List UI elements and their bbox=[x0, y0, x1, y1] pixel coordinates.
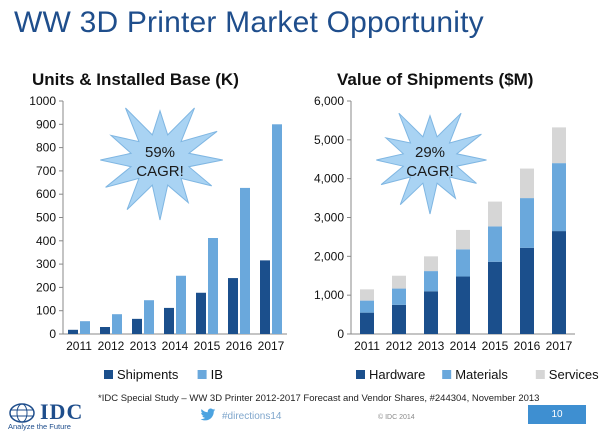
left-bar-ib bbox=[112, 314, 122, 334]
left-bar-shipments bbox=[228, 278, 238, 334]
left-y-tick-label: 300 bbox=[36, 257, 56, 271]
left-y-tick-label: 700 bbox=[36, 164, 56, 178]
left-x-tick-label: 2014 bbox=[162, 339, 189, 353]
right-bar-services bbox=[392, 275, 406, 289]
right-y-tick-label: 3,000 bbox=[314, 211, 344, 225]
logo-tagline: Analyze the Future bbox=[8, 422, 71, 431]
left-x-tick-label: 2016 bbox=[226, 339, 253, 353]
left-y-tick-label: 100 bbox=[36, 304, 56, 318]
right-y-tick-label: 4,000 bbox=[314, 172, 344, 186]
right-bar-materials bbox=[520, 198, 534, 248]
left-x-tick-label: 2013 bbox=[130, 339, 157, 353]
left-bar-ib bbox=[240, 187, 250, 334]
footnote: *IDC Special Study – WW 3D Printer 2012-… bbox=[98, 393, 540, 404]
left-bar-shipments bbox=[196, 292, 206, 334]
right-bar-hardware bbox=[392, 304, 406, 334]
left-x-tick-label: 2011 bbox=[66, 339, 92, 353]
right-bar-materials bbox=[456, 249, 470, 277]
right-x-tick-label: 2015 bbox=[482, 339, 509, 353]
right-x-tick-label: 2011 bbox=[354, 339, 380, 353]
left-bar-ib bbox=[208, 238, 218, 334]
hashtag-text: #directions14 bbox=[222, 411, 282, 422]
right-legend-label: Services bbox=[549, 367, 599, 382]
left-bar-ib bbox=[272, 124, 282, 334]
right-legend-swatch bbox=[356, 370, 365, 379]
left-bar-ib bbox=[80, 321, 90, 334]
right-bar-hardware bbox=[424, 291, 438, 334]
right-legend-label: Materials bbox=[455, 367, 508, 382]
right-legend-swatch bbox=[442, 370, 452, 379]
right-bar-hardware bbox=[456, 276, 470, 334]
left-chart-title: Units & Installed Base (K) bbox=[32, 70, 239, 89]
right-bar-hardware bbox=[520, 247, 534, 334]
right-y-tick-label: 6,000 bbox=[314, 94, 344, 108]
right-burst-label: CAGR! bbox=[406, 163, 454, 180]
right-bar-hardware bbox=[360, 312, 374, 334]
left-y-tick-label: 800 bbox=[36, 141, 56, 155]
left-y-tick-label: 0 bbox=[49, 327, 56, 341]
left-legend-swatch bbox=[104, 370, 113, 379]
left-burst-label: CAGR! bbox=[136, 163, 184, 180]
right-burst-rate: 29% bbox=[415, 144, 445, 161]
left-bar-ib bbox=[176, 275, 186, 334]
left-x-tick-label: 2017 bbox=[258, 339, 285, 353]
right-bar-materials bbox=[360, 300, 374, 313]
left-bar-shipments bbox=[260, 260, 270, 334]
right-y-tick-label: 2,000 bbox=[314, 249, 344, 263]
left-bar-ib bbox=[144, 300, 154, 334]
left-y-tick-label: 500 bbox=[36, 211, 56, 225]
right-x-tick-label: 2016 bbox=[514, 339, 541, 353]
right-bar-services bbox=[456, 229, 470, 250]
left-y-tick-label: 1000 bbox=[29, 94, 56, 108]
right-x-tick-label: 2017 bbox=[546, 339, 573, 353]
right-x-tick-label: 2014 bbox=[450, 339, 477, 353]
right-bar-services bbox=[552, 127, 566, 164]
right-legend-label: Hardware bbox=[369, 367, 425, 382]
idc-logo: IDC Analyze the Future bbox=[8, 399, 108, 431]
page-number: 10 bbox=[528, 405, 586, 424]
left-bar-shipments bbox=[68, 329, 78, 334]
left-y-tick-label: 200 bbox=[36, 280, 56, 294]
right-y-tick-label: 0 bbox=[337, 327, 344, 341]
right-bar-hardware bbox=[552, 231, 566, 334]
left-bar-shipments bbox=[164, 307, 174, 334]
right-bar-materials bbox=[424, 271, 438, 292]
left-bar-shipments bbox=[132, 318, 142, 334]
right-bar-services bbox=[520, 168, 534, 199]
right-bar-services bbox=[424, 256, 438, 272]
right-chart-title: Value of Shipments ($M) bbox=[337, 70, 534, 89]
left-bar-shipments bbox=[100, 327, 110, 334]
left-y-tick-label: 900 bbox=[36, 117, 56, 131]
twitter-bird-icon bbox=[200, 408, 216, 421]
left-y-tick-label: 600 bbox=[36, 187, 56, 201]
right-legend-swatch bbox=[535, 370, 545, 379]
left-burst-rate: 59% bbox=[145, 144, 175, 161]
right-y-tick-label: 5,000 bbox=[314, 133, 344, 147]
left-y-tick-label: 400 bbox=[36, 234, 56, 248]
left-burst bbox=[100, 107, 223, 221]
left-legend-label: IB bbox=[211, 367, 223, 382]
globe-icon bbox=[9, 403, 35, 423]
right-bar-materials bbox=[552, 163, 566, 232]
left-legend-label: Shipments bbox=[117, 367, 179, 382]
right-bar-services bbox=[488, 201, 502, 227]
right-y-tick-label: 1,000 bbox=[314, 288, 344, 302]
logo-text: IDC bbox=[40, 399, 84, 424]
right-x-tick-label: 2012 bbox=[386, 339, 413, 353]
right-burst bbox=[376, 112, 487, 215]
left-legend-swatch bbox=[197, 370, 207, 379]
left-x-tick-label: 2015 bbox=[194, 339, 221, 353]
copyright-text: © IDC 2014 bbox=[378, 414, 415, 421]
right-bar-hardware bbox=[488, 261, 502, 334]
right-bar-services bbox=[360, 289, 374, 301]
right-x-tick-label: 2013 bbox=[418, 339, 445, 353]
right-bar-materials bbox=[392, 288, 406, 305]
page-title: WW 3D Printer Market Opportunity bbox=[14, 6, 484, 39]
left-x-tick-label: 2012 bbox=[98, 339, 125, 353]
right-bar-materials bbox=[488, 226, 502, 262]
